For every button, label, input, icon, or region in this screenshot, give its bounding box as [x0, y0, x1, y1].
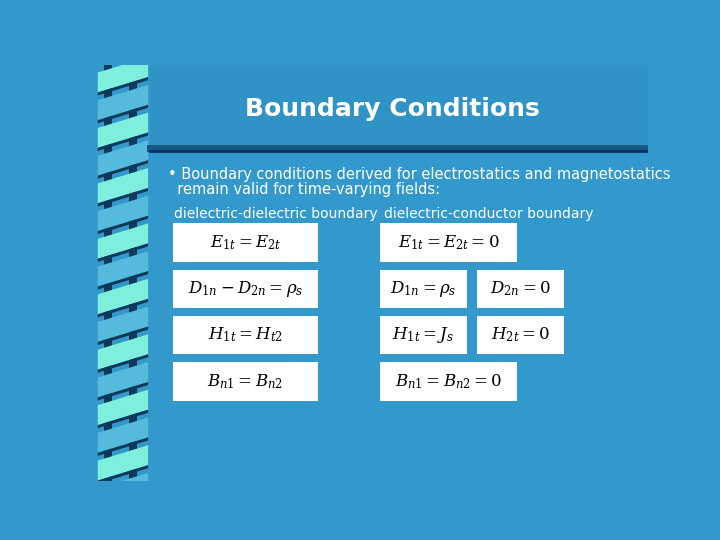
Polygon shape: [98, 307, 148, 342]
FancyBboxPatch shape: [173, 362, 318, 401]
Polygon shape: [98, 251, 148, 287]
Polygon shape: [98, 299, 148, 318]
Polygon shape: [98, 195, 148, 231]
Polygon shape: [98, 57, 148, 92]
Text: $D_{2n} = 0$: $D_{2n} = 0$: [490, 280, 551, 298]
Polygon shape: [98, 168, 148, 204]
FancyBboxPatch shape: [173, 269, 318, 308]
Polygon shape: [98, 85, 148, 120]
Polygon shape: [98, 112, 148, 148]
FancyBboxPatch shape: [90, 65, 150, 481]
Text: • Boundary conditions derived for electrostatics and magnetostatics: • Boundary conditions derived for electr…: [168, 167, 670, 182]
Polygon shape: [98, 105, 148, 123]
FancyBboxPatch shape: [477, 269, 564, 308]
Text: $H_{1t} = H_{t2}$: $H_{1t} = H_{t2}$: [208, 326, 283, 345]
FancyBboxPatch shape: [129, 65, 137, 481]
Text: dielectric-dielectric boundary: dielectric-dielectric boundary: [174, 207, 377, 221]
Polygon shape: [98, 445, 148, 481]
Polygon shape: [98, 417, 148, 453]
Polygon shape: [98, 473, 148, 508]
Polygon shape: [98, 437, 148, 456]
Text: $D_{1n} - D_{2n} = \rho_s$: $D_{1n} - D_{2n} = \rho_s$: [188, 279, 303, 299]
FancyBboxPatch shape: [173, 224, 318, 262]
FancyBboxPatch shape: [380, 269, 467, 308]
Text: $E_{1t} = E_{2t} = 0$: $E_{1t} = E_{2t} = 0$: [397, 233, 499, 252]
Text: $E_{1t} = E_{2t}$: $E_{1t} = E_{2t}$: [210, 233, 281, 252]
Polygon shape: [98, 279, 148, 314]
Text: $H_{2t} = 0$: $H_{2t} = 0$: [490, 326, 549, 345]
Polygon shape: [98, 354, 148, 373]
Polygon shape: [98, 132, 148, 151]
Polygon shape: [98, 244, 148, 262]
Polygon shape: [98, 327, 148, 345]
FancyBboxPatch shape: [477, 316, 564, 354]
Polygon shape: [98, 465, 148, 484]
FancyBboxPatch shape: [380, 224, 517, 262]
Polygon shape: [98, 334, 148, 370]
Polygon shape: [98, 224, 148, 259]
Polygon shape: [98, 493, 148, 511]
FancyBboxPatch shape: [380, 316, 467, 354]
Text: dielectric-conductor boundary: dielectric-conductor boundary: [384, 207, 594, 221]
Text: Boundary Conditions: Boundary Conditions: [245, 97, 539, 122]
FancyBboxPatch shape: [150, 65, 648, 148]
Text: remain valid for time-varying fields:: remain valid for time-varying fields:: [168, 182, 440, 197]
Polygon shape: [98, 390, 148, 425]
Text: $D_{1n} = \rho_s$: $D_{1n} = \rho_s$: [390, 279, 456, 299]
FancyBboxPatch shape: [173, 316, 318, 354]
Polygon shape: [98, 362, 148, 397]
Polygon shape: [98, 160, 148, 179]
Text: $B_{n1} = B_{n2}$: $B_{n1} = B_{n2}$: [207, 372, 284, 390]
Polygon shape: [98, 140, 148, 176]
Text: $H_{1t} = J_s$: $H_{1t} = J_s$: [392, 325, 454, 345]
Text: $B_{n1} = B_{n2} = 0$: $B_{n1} = B_{n2} = 0$: [395, 372, 502, 390]
FancyBboxPatch shape: [380, 362, 517, 401]
Polygon shape: [98, 215, 148, 234]
Polygon shape: [98, 77, 148, 96]
FancyBboxPatch shape: [104, 65, 112, 481]
Polygon shape: [98, 271, 148, 289]
Polygon shape: [98, 382, 148, 401]
Polygon shape: [98, 188, 148, 206]
Polygon shape: [98, 410, 148, 428]
